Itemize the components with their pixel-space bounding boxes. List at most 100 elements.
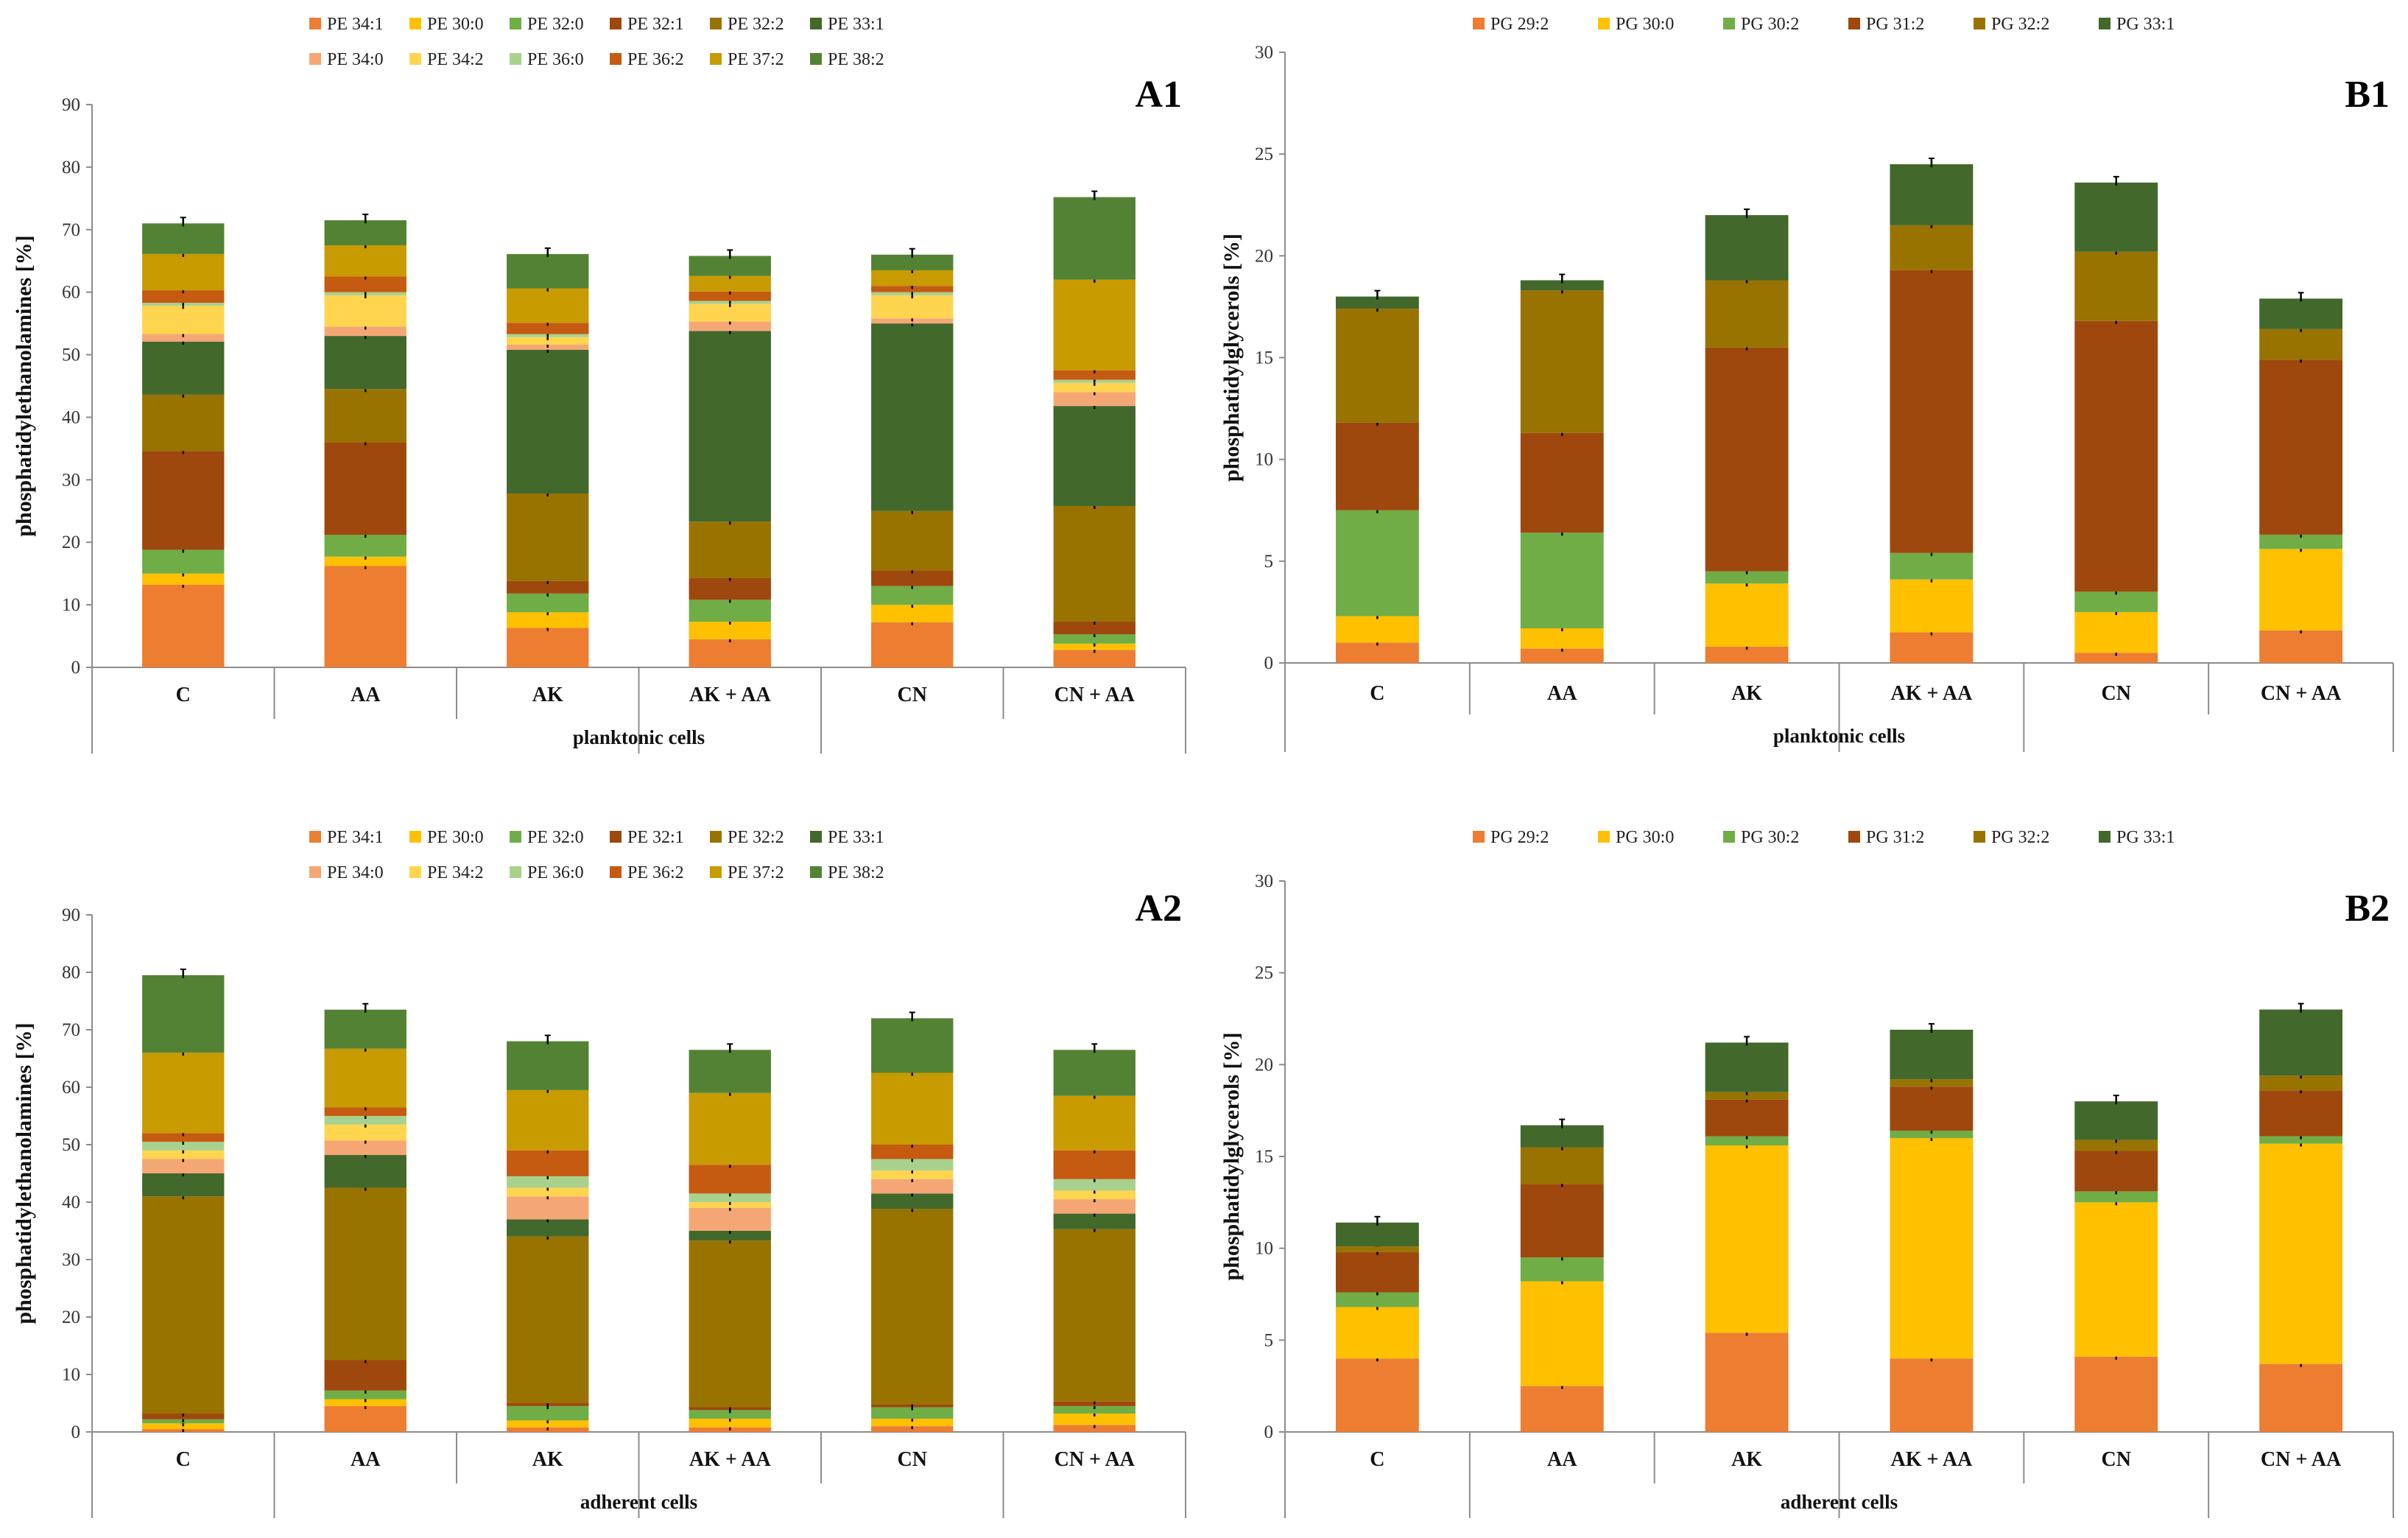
legend-item: PE 34:2 [409, 863, 484, 882]
bar-segment-pe-32-0-c [142, 549, 225, 574]
bar-segment-pg-29-2-ak-aa [1890, 632, 1974, 663]
bar-segment-pe-34-2-aa [324, 295, 406, 327]
bar-segment-pe-36-2-cn-aa [1053, 1150, 1136, 1179]
bar-segment-pe-30-0-c [142, 573, 225, 585]
bar-segment-pe-36-0-ak-aa [689, 1193, 771, 1202]
category-label: AK [532, 684, 563, 706]
bar-segment-pg-31-2-ak [1705, 347, 1789, 572]
bar-segment-pg-29-2-ak [1705, 646, 1789, 663]
legend-label: PE 32:2 [728, 828, 784, 847]
legend-label: PG 33:1 [2116, 828, 2175, 847]
legend-swatch [2099, 831, 2110, 843]
bar-segment-pg-30-2-cn-aa [2259, 534, 2343, 549]
legend-swatch [510, 18, 521, 29]
bar-segment-pe-34-2-cn [871, 295, 954, 319]
legend-label: PE 34:2 [427, 863, 484, 882]
bar-segment-pg-31-2-ak-aa [1890, 1086, 1974, 1131]
bar-segment-pg-30-2-ak-aa [1890, 552, 1974, 580]
bar-segment-pg-30-2-c [1335, 1292, 1419, 1307]
bar-segment-pe-33-1-ak-aa [689, 331, 771, 522]
legend-item: PE 37:2 [710, 863, 784, 882]
legend-label: PG 29:2 [1490, 828, 1549, 847]
bar-segment-pe-37-2-ak-aa [689, 1092, 771, 1165]
legend-label: PE 30:0 [427, 15, 484, 34]
legend-item: PG 31:2 [1848, 15, 1924, 34]
bar-segment-pg-32-2-ak-aa [1890, 1079, 1974, 1087]
bar-segment-pg-30-0-c [1335, 616, 1419, 643]
legend-label: PE 32:0 [527, 15, 584, 34]
legend-label: PE 38:2 [828, 50, 884, 69]
bar-segment-pe-32-2-cn [871, 510, 954, 571]
legend-label: PG 30:2 [1741, 15, 1799, 34]
bar-segment-pg-32-2-cn-aa [2259, 329, 2343, 360]
bar-segment-pe-34-2-c [142, 1150, 225, 1159]
bar-segment-pe-34-1-c [142, 584, 225, 667]
bar-segment-pe-37-2-ak [507, 1089, 589, 1151]
bar-segment-pe-37-2-aa [324, 1048, 406, 1108]
group-label: adherent cells [580, 1491, 697, 1513]
bar-segment-pe-36-2-cn-aa [1053, 370, 1136, 380]
legend-label: PG 29:2 [1490, 15, 1549, 34]
y-tick-label: 20 [1255, 1055, 1273, 1075]
chart-panel-a1: 0 10 20 30 40 50 60 70 80 90 C AA AK AK + AA CN CN + AA… [12, 15, 1186, 754]
bar-segment-pe-32-2-ak [507, 1236, 589, 1403]
y-tick-label: 15 [1255, 1147, 1273, 1167]
panel-tag: B2 [2345, 888, 2390, 930]
y-tick-label: 40 [62, 407, 80, 427]
bar-segment-pg-32-2-aa [1520, 1147, 1604, 1184]
bar-segment-pg-29-2-cn-aa [2259, 1363, 2343, 1432]
y-tick-label: 0 [1264, 1422, 1274, 1442]
bar-segment-pg-30-2-cn [2074, 1191, 2158, 1203]
legend-item: PE 32:2 [710, 15, 784, 34]
y-tick-label: 90 [62, 905, 80, 925]
bar-segment-pe-32-0-cn [871, 586, 954, 605]
bar-segment-pg-29-2-c [1335, 1358, 1419, 1432]
legend-item: PE 33:1 [810, 15, 884, 34]
bar-segment-pe-34-1-aa [324, 1405, 406, 1432]
legend-item: PE 32:0 [510, 15, 584, 34]
bar-segment-pe-32-1-cn [871, 570, 954, 586]
legend-swatch [610, 866, 622, 878]
legend-swatch [1723, 18, 1735, 29]
bar-segment-pe-38-2-ak-aa [689, 256, 771, 276]
bar-segment-pg-33-1-c [1335, 296, 1419, 309]
bar-segment-pg-30-0-ak-aa [1890, 579, 1974, 633]
bar-segment-pe-34-2-cn-aa [1053, 1190, 1136, 1200]
legend-swatch [510, 831, 521, 843]
bar-segment-pe-32-0-ak-aa [689, 1410, 771, 1419]
bar-segment-pe-33-1-cn-aa [1053, 406, 1136, 506]
category-label: AK [1731, 682, 1762, 705]
legend-item: PG 29:2 [1473, 15, 1549, 34]
bar-segment-pg-31-2-cn [2074, 320, 2158, 592]
legend-item: PG 31:2 [1848, 828, 1924, 847]
bar-segment-pe-34-2-ak [507, 1187, 589, 1197]
bar-segment-pe-32-2-cn-aa [1053, 505, 1136, 622]
legend-item: PE 32:1 [610, 828, 684, 847]
bar-segment-pg-30-2-ak-aa [1890, 1131, 1974, 1139]
legend-label: PE 36:0 [527, 50, 584, 69]
bar-segment-pe-37-2-cn [871, 270, 954, 287]
bar-segment-pg-29-2-ak [1705, 1332, 1789, 1432]
category-label: AA [351, 1448, 381, 1471]
legend-swatch [409, 866, 421, 878]
bar-segment-pg-31-2-ak [1705, 1099, 1789, 1137]
legend-swatch [409, 831, 421, 843]
bar-segment-pg-30-0-cn-aa [2259, 549, 2343, 631]
bar-segment-pe-36-2-c [142, 290, 225, 303]
bar-segment-pe-32-0-cn-aa [1053, 1405, 1136, 1414]
legend-swatch [1848, 18, 1860, 29]
legend-item: PE 36:0 [510, 50, 584, 69]
bar-segment-pe-33-1-cn [871, 323, 954, 511]
bar-segment-pg-33-1-ak [1705, 1042, 1789, 1092]
bar-segment-pe-38-2-c [142, 223, 225, 254]
legend-item: PE 36:2 [610, 863, 684, 882]
legend-label: PE 36:2 [627, 863, 684, 882]
bar-segment-pg-32-2-c [1335, 1246, 1419, 1252]
bar-segment-pg-31-2-cn-aa [2259, 1090, 2343, 1137]
category-label: CN [2102, 682, 2131, 705]
bar-segment-pg-33-1-cn [2074, 182, 2158, 252]
legend-label: PE 32:1 [627, 15, 684, 34]
bar-segment-pe-34-1-cn [871, 622, 954, 667]
legend-label: PG 31:2 [1866, 828, 1924, 847]
legend-label: PE 34:1 [327, 15, 384, 34]
